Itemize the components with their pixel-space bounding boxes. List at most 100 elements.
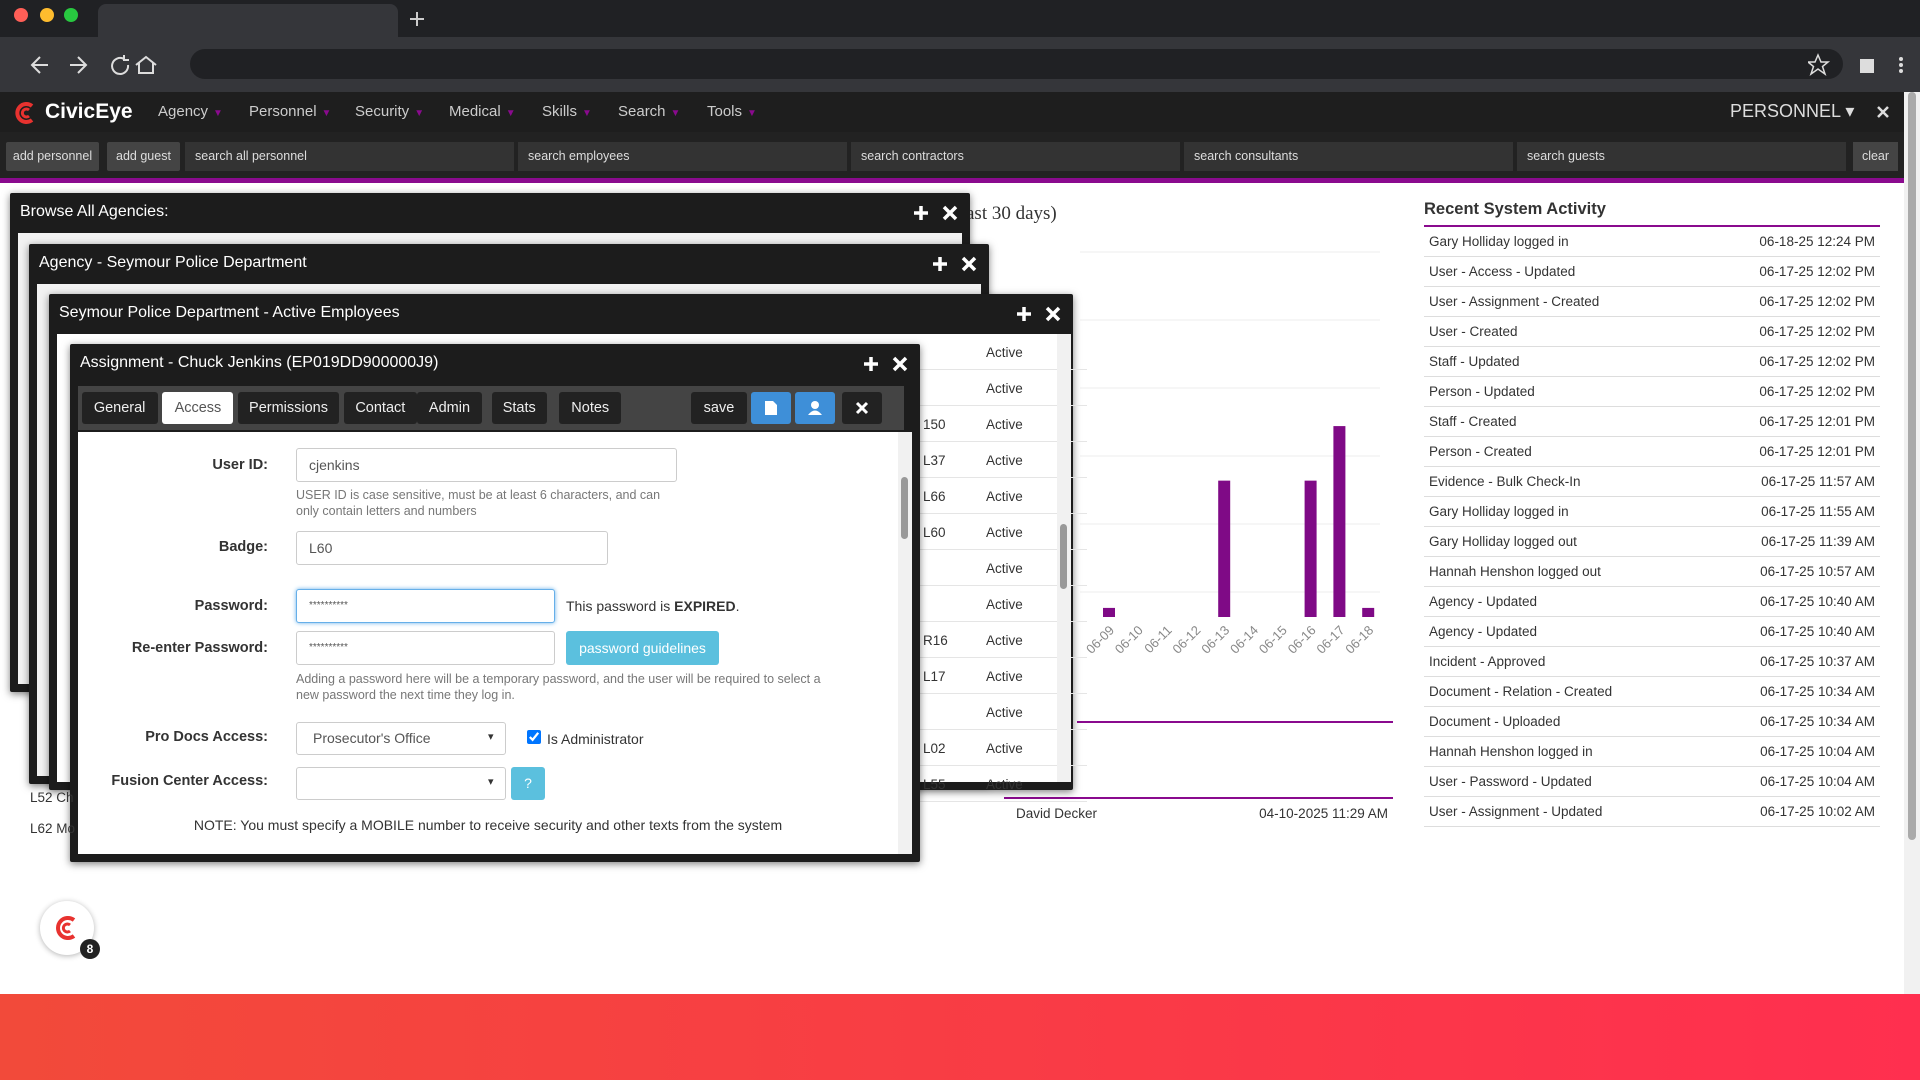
icon-button[interactable]	[795, 392, 835, 424]
window-title: Assignment - Chuck Jenkins (EP019DD90000…	[80, 354, 439, 371]
x-tick-label: 06-17	[1313, 623, 1347, 657]
tab[interactable]: Stats	[491, 392, 547, 424]
search-input[interactable]: search all personnel	[185, 142, 514, 171]
search-input[interactable]: search contractors	[851, 142, 1180, 171]
window-controls[interactable]	[933, 256, 977, 272]
tab[interactable]: Admin	[417, 392, 482, 424]
activity-row[interactable]: User - Assignment - Updated 06-17-25 10:0…	[1424, 797, 1880, 827]
window-title: Seymour Police Department - Active Emplo…	[59, 304, 400, 321]
close-dot[interactable]	[14, 8, 28, 22]
menu-item[interactable]: Tools ▼	[707, 103, 757, 120]
badge-cell: 150	[923, 417, 946, 432]
help-text: Adding a password here will be a tempora…	[296, 672, 821, 702]
user-id-input[interactable]: cjenkins	[296, 448, 677, 482]
status-cell: Active	[986, 417, 1023, 432]
window-controls[interactable]	[1017, 306, 1061, 322]
tab[interactable]: Access	[162, 392, 234, 424]
scrollbar[interactable]	[1904, 92, 1920, 994]
tab[interactable]: Notes	[559, 392, 622, 424]
tab[interactable]: Contact	[343, 392, 418, 424]
activity-event: Hannah Henshon logged in	[1429, 744, 1593, 759]
help-text: USER ID is case sensitive, must be at le…	[296, 488, 661, 518]
max-dot[interactable]	[64, 8, 78, 22]
activity-row[interactable]: Document - Relation - Created 06-17-25 10…	[1424, 677, 1880, 707]
menu-item[interactable]: Medical ▼	[449, 103, 516, 120]
activity-row[interactable]: Agency - Updated 06-17-25 10:40 AM	[1424, 617, 1880, 647]
checkbox-label: Is Administrator	[547, 731, 644, 747]
activity-row[interactable]: Document - Uploaded 06-17-25 10:34 AM	[1424, 707, 1880, 737]
menu-item[interactable]: Personnel ▼	[249, 103, 332, 120]
activity-row[interactable]: Gary Holliday logged out 06-17-25 11:39 A…	[1424, 527, 1880, 557]
menu-item[interactable]: Security ▼	[355, 103, 425, 120]
close-icon[interactable]	[1876, 105, 1890, 119]
app-nav: CivicEye PERSONNEL ▾ Agency ▼ Personnel ▼ Se…	[0, 92, 1904, 132]
activity-time: 06-17-25 12:02 PM	[1759, 324, 1875, 339]
search-input[interactable]: search consultants	[1184, 142, 1513, 171]
omnibox[interactable]	[190, 49, 1843, 79]
row-border	[917, 513, 1087, 514]
activity-row[interactable]: Hannah Henshon logged in 06-17-25 10:04 A…	[1424, 737, 1880, 767]
activity-row[interactable]: Gary Holliday logged in 06-18-25 12:24 PM	[1424, 227, 1880, 257]
activity-event: Document - Relation - Created	[1429, 684, 1613, 699]
status-cell: Active	[986, 561, 1023, 576]
activity-row[interactable]: Gary Holliday logged in 06-17-25 11:55 AM	[1424, 497, 1880, 527]
nav-buttons[interactable]	[28, 53, 158, 77]
window-controls[interactable]	[864, 356, 908, 372]
browser-tab[interactable]	[98, 4, 398, 37]
browser-icons[interactable]	[1808, 53, 1908, 77]
activity-row[interactable]: User - Password - Updated 06-17-25 10:04 …	[1424, 767, 1880, 797]
activity-row[interactable]: User - Created 06-17-25 12:02 PM	[1424, 317, 1880, 347]
pro-docs-select[interactable]: Prosecutor's Office	[296, 722, 506, 755]
activity-row[interactable]: User - Assignment - Created 06-17-25 12:0…	[1424, 287, 1880, 317]
activity-row[interactable]: Hannah Henshon logged out 06-17-25 10:57 …	[1424, 557, 1880, 587]
activity-row[interactable]: Agency - Updated 06-17-25 10:40 AM	[1424, 587, 1880, 617]
admin-checkbox[interactable]	[527, 730, 541, 744]
password-input[interactable]: **********	[296, 589, 555, 623]
tab[interactable]: General	[81, 392, 158, 424]
activity-row[interactable]: Staff - Created 06-17-25 12:01 PM	[1424, 407, 1880, 437]
row-border	[917, 549, 1087, 550]
badge-input[interactable]: L60	[296, 531, 608, 565]
menu-label: Medical	[449, 103, 501, 120]
activity-time: 06-17-25 10:40 AM	[1760, 594, 1875, 609]
activity-row[interactable]: Incident - Approved 06-17-25 10:37 AM	[1424, 647, 1880, 677]
tab[interactable]: Permissions	[238, 392, 339, 424]
section-menu[interactable]: PERSONNEL ▾	[1730, 101, 1855, 121]
reenter-input[interactable]: **********	[296, 631, 555, 665]
activity-row[interactable]: Staff - Updated 06-17-25 12:02 PM	[1424, 347, 1880, 377]
activity-event: Agency - Updated	[1429, 594, 1538, 609]
new-tab[interactable]	[408, 10, 426, 28]
activity-row[interactable]: Person - Updated 06-17-25 12:02 PM	[1424, 377, 1880, 407]
toolbar-button[interactable]: add personnel	[6, 142, 99, 171]
activity-event: User - Access - Updated	[1429, 264, 1576, 279]
toolbar-button[interactable]: add guest	[107, 142, 180, 171]
status-cell: Active	[986, 669, 1023, 684]
activity-time: 06-17-25 11:39 AM	[1761, 534, 1875, 549]
fusion-select[interactable]	[296, 767, 506, 800]
menu-item[interactable]: Agency ▼	[158, 103, 223, 120]
help-button[interactable]: ?	[511, 767, 545, 800]
activity-chart: ast 30 days)06-0906-1006-1106-1206-1306-…	[966, 203, 1393, 799]
icon-button[interactable]	[751, 392, 791, 424]
notification-button[interactable]: 8	[40, 901, 100, 959]
chart-title: ast 30 days)	[966, 203, 1057, 224]
menu-label: Skills	[542, 103, 578, 120]
icon-button[interactable]	[842, 392, 882, 424]
search-input[interactable]: search guests	[1517, 142, 1846, 171]
search-input[interactable]: search employees	[518, 142, 847, 171]
activity-row[interactable]: User - Access - Updated 06-17-25 12:02 PM	[1424, 257, 1880, 287]
x-tick-label: 06-12	[1169, 623, 1203, 657]
clear-button[interactable]: clear	[1853, 142, 1898, 171]
menu-item[interactable]: Skills ▼	[542, 103, 592, 120]
menu-item[interactable]: Search ▼	[618, 103, 681, 120]
guidelines-button[interactable]: password guidelines	[566, 631, 719, 665]
activity-row[interactable]: Person - Created 06-17-25 12:01 PM	[1424, 437, 1880, 467]
window-controls[interactable]	[914, 205, 958, 221]
x-tick-label: 06-10	[1112, 623, 1146, 657]
activity-time: 06-17-25 10:02 AM	[1760, 804, 1875, 819]
bar	[1304, 480, 1317, 617]
min-dot[interactable]	[40, 8, 54, 22]
activity-row[interactable]: Evidence - Bulk Check-In 06-17-25 11:57 A…	[1424, 467, 1880, 497]
save-button[interactable]: save	[691, 392, 747, 424]
row-border	[917, 765, 1087, 766]
